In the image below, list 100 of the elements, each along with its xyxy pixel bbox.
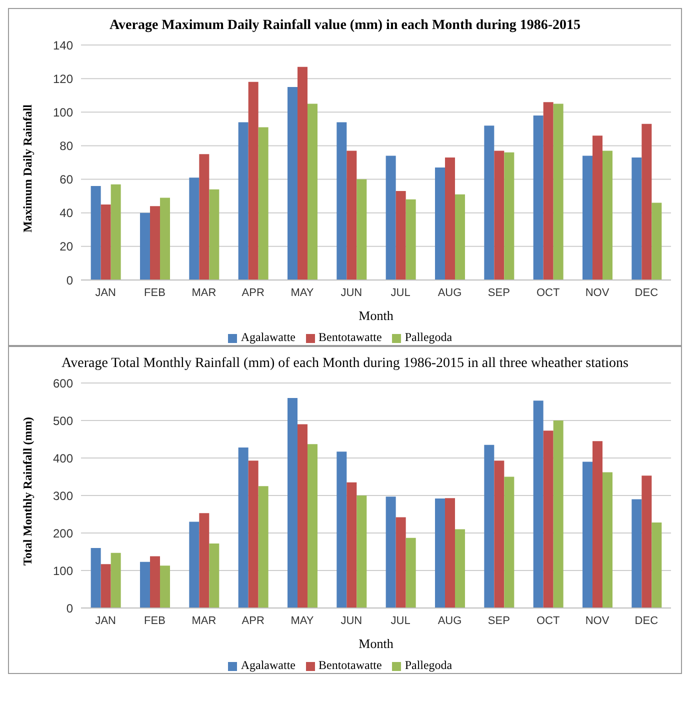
y-tick-label: 600 <box>52 376 74 390</box>
bar <box>386 156 396 280</box>
bar <box>435 168 445 280</box>
x-tick-label: OCT <box>536 286 560 299</box>
bar <box>110 184 121 280</box>
y-axis-title: Maximum Daily Rainfall <box>20 104 34 232</box>
x-tick-label: APR <box>242 286 264 299</box>
y-tick-label: 0 <box>66 601 74 616</box>
bar <box>543 102 554 280</box>
bar <box>308 444 318 608</box>
x-tick-label: MAY <box>290 286 314 299</box>
bar <box>494 460 504 608</box>
bar <box>90 548 101 608</box>
bar <box>189 522 200 608</box>
bar <box>199 513 210 608</box>
y-tick-label: 120 <box>52 72 74 86</box>
bar <box>140 212 150 280</box>
bar <box>150 206 160 280</box>
x-tick-label: MAR <box>192 286 216 299</box>
bar <box>298 424 308 608</box>
bar <box>100 564 111 608</box>
bar <box>248 460 258 608</box>
x-tick-label: FEB <box>144 286 166 299</box>
bar <box>386 496 396 608</box>
bar <box>642 476 652 608</box>
bar <box>406 199 416 280</box>
bar <box>652 522 662 608</box>
bar <box>396 191 406 280</box>
x-tick-label: NOV <box>585 286 610 299</box>
bar <box>110 552 121 608</box>
x-tick-label: JUL <box>390 286 410 299</box>
bar <box>336 452 347 608</box>
bar <box>356 496 367 608</box>
legend-label: Agalawatte <box>240 330 296 344</box>
bar <box>396 517 406 608</box>
legend-label: Bentotawatte <box>318 330 382 344</box>
x-tick-label: JUN <box>340 286 362 299</box>
x-tick-label: SEP <box>488 286 510 299</box>
bar <box>484 126 494 280</box>
bar <box>504 152 514 280</box>
y-tick-label: 20 <box>60 240 74 254</box>
x-tick-label: JUN <box>340 614 362 627</box>
x-axis-title: Month <box>358 636 394 651</box>
bar <box>553 420 564 608</box>
bar <box>445 498 455 608</box>
chart-title: Average Maximum Daily Rainfall value (mm) in each Month during 1986-2015 <box>108 17 582 35</box>
x-tick-label: DEC <box>634 286 658 299</box>
bar <box>602 472 612 608</box>
x-tick-label: AUG <box>438 286 462 299</box>
bar <box>248 82 258 280</box>
bar <box>308 104 318 280</box>
bar <box>602 150 612 280</box>
y-tick-label: 40 <box>60 206 74 220</box>
bar <box>533 400 544 608</box>
legend-label: Agalawatte <box>240 658 296 672</box>
bar <box>258 486 268 608</box>
bar <box>346 482 357 608</box>
y-tick-label: 140 <box>52 38 74 52</box>
bar <box>288 86 298 280</box>
bar <box>592 441 602 608</box>
bar <box>150 556 160 608</box>
bar <box>288 398 298 608</box>
bar <box>189 178 200 280</box>
bar <box>582 156 592 280</box>
x-tick-label: MAR <box>192 614 216 627</box>
y-tick-label: 0 <box>66 273 74 288</box>
bar <box>356 179 367 280</box>
bar <box>435 498 445 608</box>
bar <box>553 104 564 280</box>
x-tick-label: MAY <box>290 614 314 627</box>
y-tick-label: 100 <box>52 564 74 578</box>
bar <box>258 127 268 280</box>
y-tick-label: 200 <box>52 526 74 540</box>
x-tick-label: FEB <box>144 614 166 627</box>
legend-label: Bentotawatte <box>318 658 382 672</box>
bar <box>298 66 308 280</box>
x-axis-title: Month <box>358 308 394 323</box>
bar <box>199 154 210 280</box>
bar <box>652 202 662 280</box>
bar <box>642 124 652 280</box>
y-tick-label: 500 <box>52 414 74 428</box>
y-tick-label: 400 <box>52 451 74 466</box>
bar <box>100 204 111 280</box>
x-tick-label: NOV <box>585 614 610 627</box>
bar <box>90 186 101 280</box>
bar <box>209 189 220 280</box>
legend-label: Pallegoda <box>404 330 452 344</box>
x-tick-label: JUL <box>390 614 410 627</box>
bar <box>346 150 357 280</box>
bar <box>455 194 465 280</box>
bar <box>238 122 248 280</box>
chart-title: Average Total Monthly Rainfall (mm) of each Month during 1986-2015 in all three wheather stations <box>60 355 630 373</box>
x-tick-label: OCT <box>536 614 560 627</box>
legend-label: Pallegoda <box>404 658 452 672</box>
bar <box>160 566 170 608</box>
bar <box>632 499 642 608</box>
y-axis-title: Total Monthly Rainfall (mm) <box>20 416 34 566</box>
x-tick-label: APR <box>242 614 264 627</box>
x-tick-label: DEC <box>634 614 658 627</box>
bar <box>632 157 642 280</box>
